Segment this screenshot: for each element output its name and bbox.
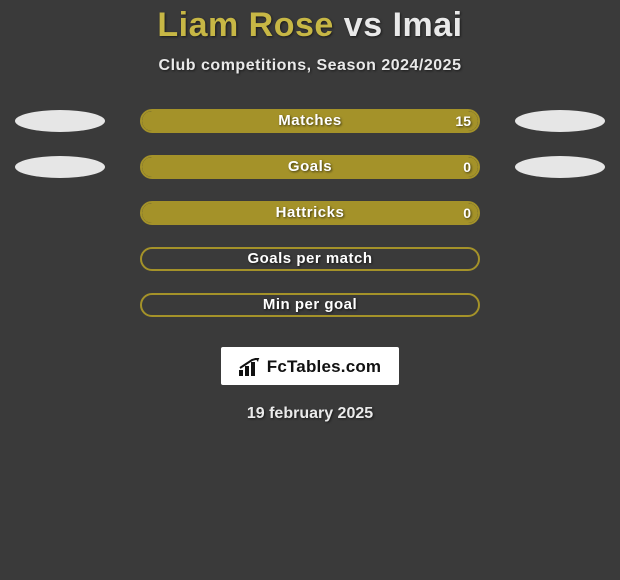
stat-bar-track [140, 201, 480, 225]
brand-icon [239, 358, 261, 376]
vs-label: vs [344, 6, 383, 44]
stat-row: Hattricks0 [0, 201, 620, 225]
player1-name: Liam Rose [157, 6, 333, 44]
stat-bar-track [140, 155, 480, 179]
stat-bar-fill [142, 157, 478, 177]
player2-marker [515, 156, 605, 178]
player1-marker [15, 156, 105, 178]
stat-row: Goals0 [0, 155, 620, 179]
stat-row: Matches15 [0, 109, 620, 133]
comparison-card: Liam Rose vs Imai Club competitions, Sea… [0, 0, 620, 580]
stat-row: Min per goal [0, 293, 620, 317]
player2-name: Imai [393, 6, 463, 44]
stat-row: Goals per match [0, 247, 620, 271]
stat-bar-track [140, 293, 480, 317]
page-title: Liam Rose vs Imai [157, 6, 462, 45]
subtitle: Club competitions, Season 2024/2025 [159, 57, 462, 75]
brand-badge[interactable]: FcTables.com [221, 347, 400, 385]
stat-bar-track [140, 109, 480, 133]
stat-bar-fill [142, 111, 478, 131]
stat-bar-fill [142, 203, 478, 223]
player1-marker [15, 110, 105, 132]
player2-marker [515, 110, 605, 132]
stat-bar-track [140, 247, 480, 271]
date-label: 19 february 2025 [247, 405, 373, 423]
stats-chart: Matches15 Goals0 Hattricks0 Goals per match… [0, 109, 620, 339]
brand-text: FcTables.com [267, 357, 382, 377]
